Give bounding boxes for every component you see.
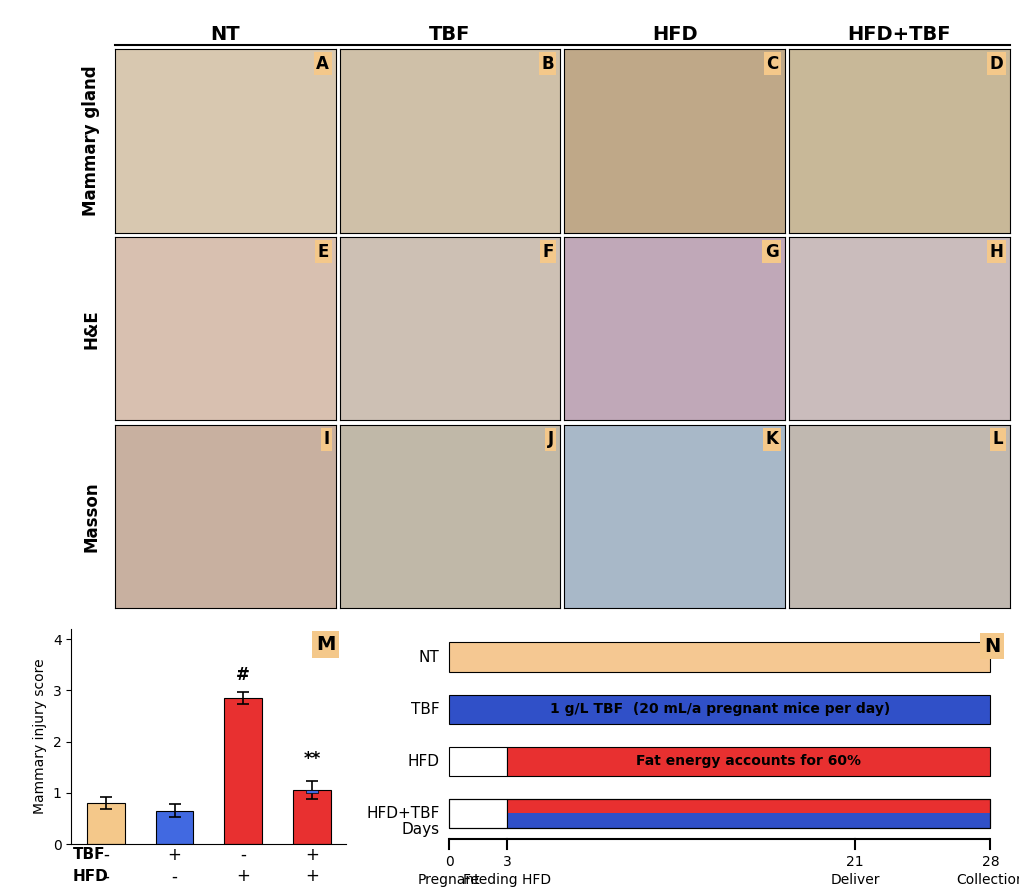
Text: G: G [764, 243, 777, 261]
Text: +: + [305, 867, 319, 885]
Text: 1 g/L TBF  (20 mL/a pregnant mice per day): 1 g/L TBF (20 mL/a pregnant mice per day… [549, 702, 889, 716]
Text: -: - [240, 846, 246, 864]
Text: Collection: Collection [955, 874, 1019, 887]
Text: Mammary gland: Mammary gland [83, 65, 100, 217]
Text: Days: Days [400, 823, 439, 837]
Text: F: F [542, 243, 553, 261]
Bar [506, 798, 989, 828]
Bar [506, 746, 989, 776]
Text: **: ** [303, 750, 320, 768]
Text: K: K [765, 430, 777, 448]
Text: B: B [541, 55, 553, 73]
Bar [506, 798, 989, 814]
Text: -: - [103, 867, 109, 885]
Text: M: M [316, 635, 335, 654]
Text: TBF: TBF [411, 702, 439, 717]
Bar [448, 798, 989, 828]
Text: D: D [988, 55, 1003, 73]
Text: HFD: HFD [407, 754, 439, 769]
Bar [448, 798, 506, 828]
Text: E: E [318, 243, 329, 261]
Text: TBF: TBF [429, 25, 470, 44]
Y-axis label: Mammary injury score: Mammary injury score [34, 659, 47, 814]
Bar [87, 803, 124, 844]
Text: -: - [171, 867, 177, 885]
Text: C: C [765, 55, 777, 73]
Text: Feeding HFD: Feeding HFD [463, 874, 550, 887]
Text: 28: 28 [980, 856, 999, 869]
Text: H&E: H&E [83, 309, 100, 349]
Text: 0: 0 [444, 856, 453, 869]
Text: +: + [167, 846, 181, 864]
Text: NT: NT [418, 650, 439, 665]
Text: J: J [547, 430, 553, 448]
Bar [156, 811, 194, 844]
Text: Pregnant: Pregnant [418, 874, 480, 887]
Text: Deliver: Deliver [829, 874, 879, 887]
Bar [306, 790, 317, 793]
Text: HFD: HFD [651, 25, 697, 44]
Bar [224, 698, 262, 844]
Bar [448, 694, 989, 724]
Text: HFD+TBF: HFD+TBF [366, 806, 439, 821]
Text: TBF: TBF [72, 848, 105, 862]
Text: L: L [991, 430, 1003, 448]
Bar [448, 642, 989, 672]
Text: N: N [983, 636, 1000, 656]
Text: -: - [103, 846, 109, 864]
Bar [448, 746, 506, 776]
Text: +: + [236, 867, 250, 885]
Text: 21: 21 [846, 856, 863, 869]
Text: Masson: Masson [83, 481, 100, 552]
Bar [506, 814, 989, 828]
Bar [292, 790, 330, 844]
Text: Fat energy accounts for 60%: Fat energy accounts for 60% [636, 754, 860, 769]
Text: +: + [305, 846, 319, 864]
Text: NT: NT [210, 25, 239, 44]
Text: A: A [316, 55, 329, 73]
Text: H: H [988, 243, 1003, 261]
Text: HFD+TBF: HFD+TBF [847, 25, 950, 44]
Text: #: # [236, 666, 250, 685]
Text: HFD: HFD [72, 869, 108, 883]
Text: I: I [323, 430, 329, 448]
Text: 3: 3 [502, 856, 511, 869]
